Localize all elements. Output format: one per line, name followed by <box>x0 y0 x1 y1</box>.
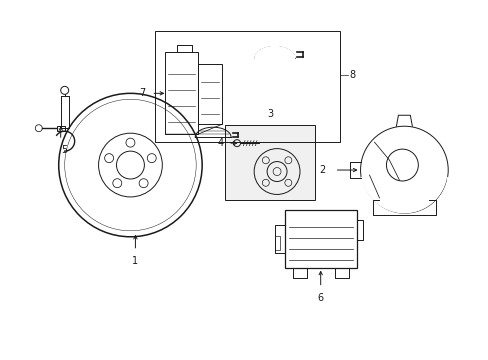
Bar <box>155 31 339 142</box>
Bar <box>165 53 198 134</box>
Text: 3: 3 <box>266 109 272 119</box>
Bar <box>57 126 64 131</box>
Text: 1: 1 <box>132 256 138 266</box>
Bar <box>274 236 279 250</box>
Text: 2: 2 <box>319 165 325 175</box>
Text: 8: 8 <box>349 70 355 80</box>
Text: 5: 5 <box>61 145 68 155</box>
Text: 6: 6 <box>317 293 323 302</box>
Polygon shape <box>254 46 294 58</box>
Bar <box>224 125 314 200</box>
Text: 4: 4 <box>218 138 224 148</box>
Text: 7: 7 <box>139 88 145 98</box>
Bar <box>285 210 356 268</box>
Bar <box>198 64 222 124</box>
